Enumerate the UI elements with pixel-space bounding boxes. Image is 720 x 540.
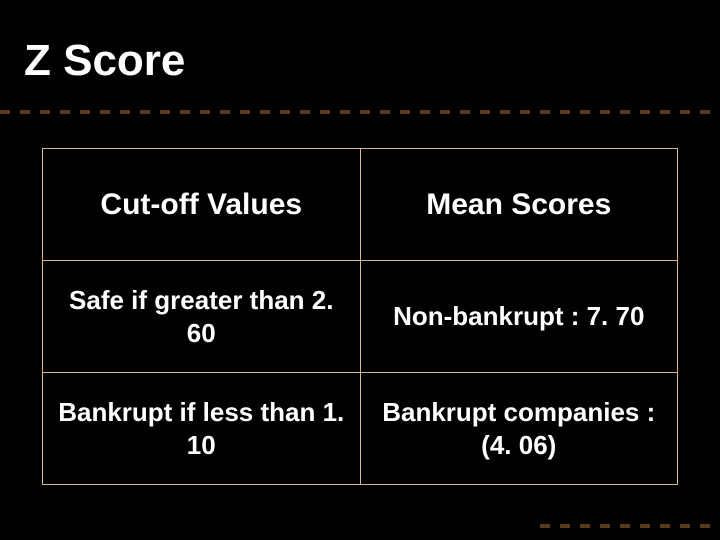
table-cell: Non-bankrupt : 7. 70 [360,261,678,373]
slide-title: Z Score [24,36,185,86]
zscore-table: Cut-off Values Mean Scores Safe if great… [42,148,678,485]
table-row: Safe if greater than 2. 60 Non-bankrupt … [43,261,678,373]
table-cell: Bankrupt if less than 1. 10 [43,373,361,485]
title-underline [0,110,720,114]
table-cell: Safe if greater than 2. 60 [43,261,361,373]
table-header-cell: Cut-off Values [43,149,361,261]
table-cell: Bankrupt companies : (4. 06) [360,373,678,485]
table-row: Bankrupt if less than 1. 10 Bankrupt com… [43,373,678,485]
table-header-row: Cut-off Values Mean Scores [43,149,678,261]
table-header-cell: Mean Scores [360,149,678,261]
slide: Z Score Cut-off Values Mean Scores Safe … [0,0,720,540]
footer-accent [540,524,720,528]
